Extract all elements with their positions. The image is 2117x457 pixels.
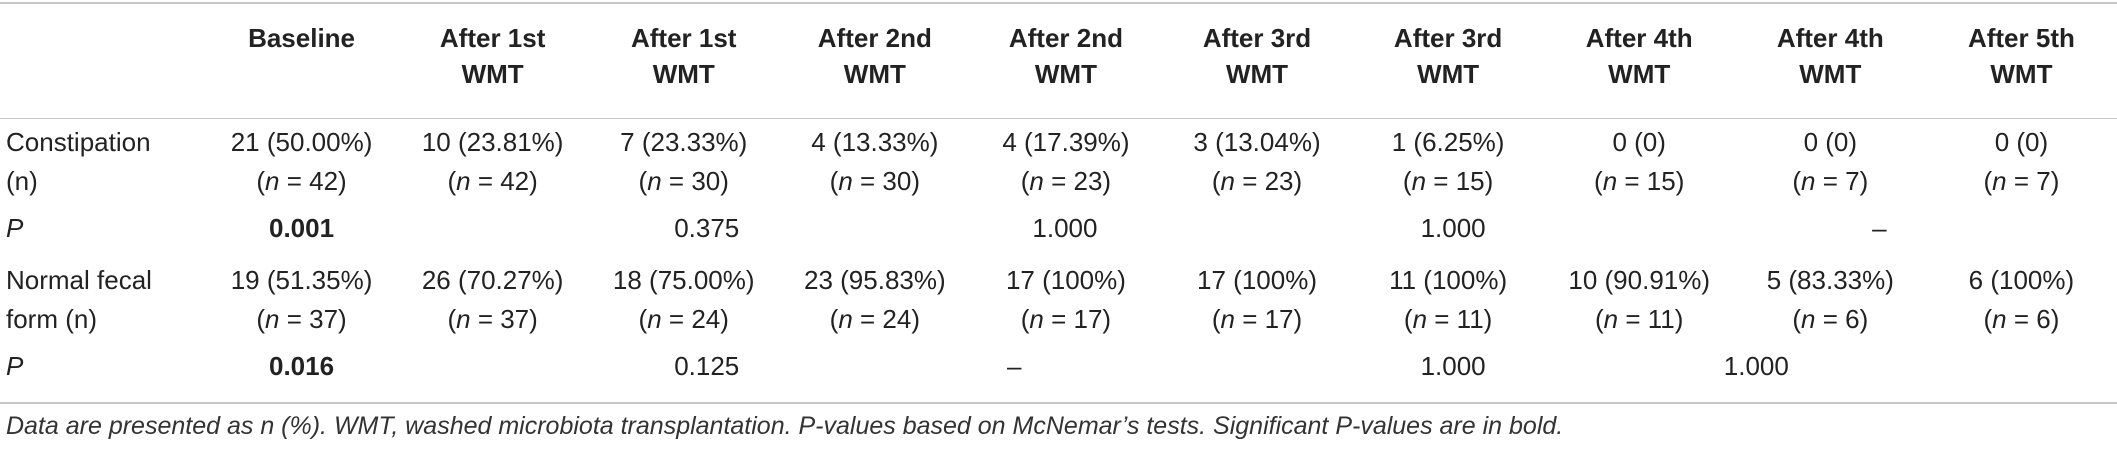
table-cell: 0 (0) (n = 7) bbox=[1792, 127, 1869, 196]
table-row-p-normal-fecal-form: P 0.016 0.125 – 1.000 1.000 bbox=[0, 341, 2117, 393]
table-cell: 18 (75.00%) (n = 24) bbox=[612, 265, 755, 334]
table-cell: 6 (100%) (n = 6) bbox=[1968, 265, 2075, 334]
header-after-1st-a: After 1st WMT bbox=[439, 23, 546, 89]
table-cell: 19 (51.35%) (n = 37) bbox=[230, 265, 373, 334]
p-value-cell: 0.375 bbox=[674, 213, 740, 243]
header-baseline: Baseline bbox=[248, 23, 356, 53]
table-cell: 23 (95.83%) (n = 24) bbox=[804, 265, 946, 334]
table-cell: 4 (17.39%) (n = 23) bbox=[1002, 127, 1130, 196]
table-cell: 1 (6.25%) (n = 15) bbox=[1391, 127, 1505, 196]
table-cell: 0 (0) (n = 7) bbox=[1983, 127, 2060, 196]
header-after-3rd-a: After 3rd WMT bbox=[1202, 23, 1312, 89]
header-corner bbox=[0, 0, 206, 117]
table-cell: 4 (13.33%) (n = 30) bbox=[811, 127, 939, 196]
header-after-2nd-a: After 2nd WMT bbox=[817, 23, 932, 89]
row-label-p: P bbox=[6, 213, 24, 243]
header-row: Baseline After 1st WMT After 1st WMT After… bbox=[0, 0, 2117, 117]
table-footnote: Data are presented as n (%). WMT, washed… bbox=[6, 412, 1564, 440]
header-after-3rd-b: After 3rd WMT bbox=[1393, 23, 1503, 89]
table-cell: 7 (23.33%) (n = 30) bbox=[620, 127, 748, 196]
header-rule bbox=[0, 118, 2117, 119]
row-label-p: P bbox=[6, 351, 24, 381]
row-label-constipation: Constipation (n) bbox=[6, 127, 151, 196]
table-cell: 17 (100%) (n = 17) bbox=[1197, 265, 1317, 334]
table-cell: 11 (100%) (n = 11) bbox=[1389, 265, 1508, 334]
table-cell: 26 (70.27%) (n = 37) bbox=[421, 265, 564, 334]
table-cell: 0 (0) (n = 15) bbox=[1594, 127, 1685, 196]
table-cell: 10 (23.81%) (n = 42) bbox=[421, 127, 564, 196]
header-after-4th-b: After 4th WMT bbox=[1776, 23, 1884, 89]
top-rule bbox=[0, 2, 2117, 4]
row-label-normal-fecal-form: Normal fecal form (n) bbox=[6, 265, 152, 334]
table-cell: 10 (90.91%) (n = 11) bbox=[1568, 265, 1711, 334]
p-value-cell: 1.000 bbox=[1032, 213, 1098, 243]
p-value-cell: – bbox=[1872, 213, 1887, 243]
p-value-cell: 1.000 bbox=[1723, 351, 1789, 381]
p-value-cell: 1.000 bbox=[1420, 213, 1486, 243]
table-row-p-constipation: P 0.001 0.375 1.000 1.000 – bbox=[0, 203, 2117, 255]
header-after-2nd-b: After 2nd WMT bbox=[1008, 23, 1123, 89]
table-row-normal-fecal-form: Normal fecal form (n) 19 (51.35%) (n = 37… bbox=[0, 255, 2117, 341]
table-cell: 21 (50.00%) (n = 42) bbox=[230, 127, 373, 196]
bottom-rule bbox=[0, 402, 2117, 404]
p-value-cell: 0.001 bbox=[269, 213, 335, 243]
header-after-4th-a: After 4th WMT bbox=[1585, 23, 1693, 89]
results-table: Baseline After 1st WMT After 1st WMT After… bbox=[0, 0, 2117, 393]
header-after-5th: After 5th WMT bbox=[1967, 23, 2075, 89]
p-value-cell: 1.000 bbox=[1420, 351, 1486, 381]
p-value-cell: – bbox=[1007, 351, 1022, 381]
p-value-cell: 0.125 bbox=[674, 351, 740, 381]
table-row-constipation: Constipation (n) 21 (50.00%) (n = 42) 10 … bbox=[0, 117, 2117, 203]
table-cell: 17 (100%) (n = 17) bbox=[1005, 265, 1126, 334]
header-after-1st-b: After 1st WMT bbox=[630, 23, 737, 89]
table-cell: 5 (83.33%) (n = 6) bbox=[1766, 265, 1894, 334]
p-value-cell: 0.016 bbox=[269, 351, 335, 381]
table-cell: 3 (13.04%) (n = 23) bbox=[1193, 127, 1321, 196]
